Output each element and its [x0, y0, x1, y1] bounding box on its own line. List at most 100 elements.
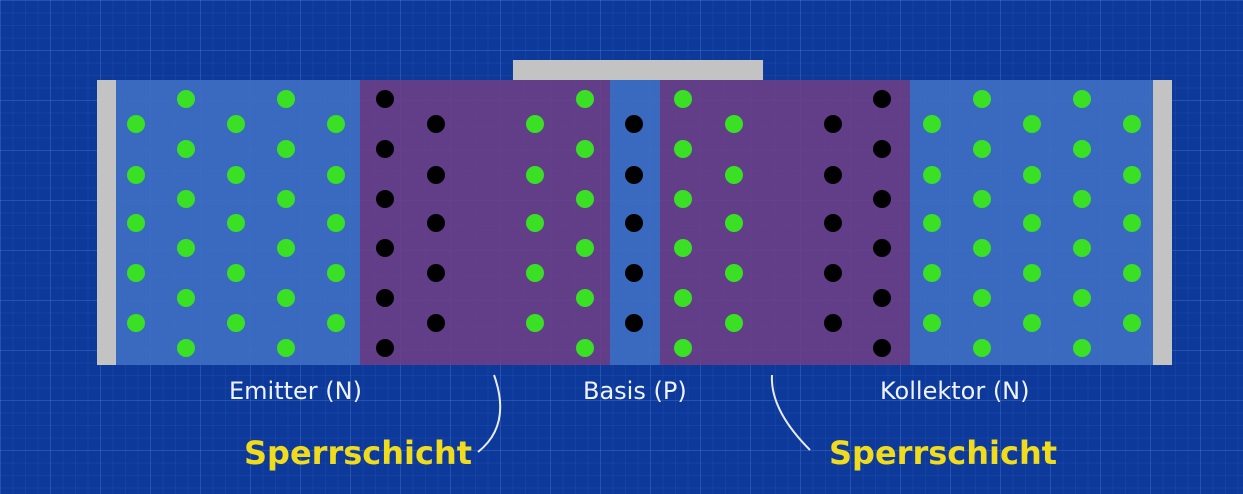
- hole-dot: [824, 115, 842, 133]
- electron-dot: [674, 339, 692, 357]
- kollektor-label: Kollektor (N): [880, 377, 1030, 405]
- hole-dot: [427, 314, 445, 332]
- hole-dot: [376, 140, 394, 158]
- electron-dot: [973, 90, 991, 108]
- hole-dot: [427, 264, 445, 282]
- electron-dot: [1073, 339, 1091, 357]
- electron-dot: [923, 264, 941, 282]
- electron-dot: [576, 90, 594, 108]
- electron-dot: [1123, 115, 1141, 133]
- electron-dot: [127, 314, 145, 332]
- hole-dot: [376, 289, 394, 307]
- electron-dot: [327, 314, 345, 332]
- electron-dot: [177, 190, 195, 208]
- hole-dot: [376, 339, 394, 357]
- emitter-contact: [97, 80, 116, 365]
- electron-dot: [127, 166, 145, 184]
- electron-dot: [576, 289, 594, 307]
- electron-dot: [1123, 314, 1141, 332]
- electron-dot: [327, 264, 345, 282]
- electron-dot: [674, 90, 692, 108]
- electron-dot: [1123, 264, 1141, 282]
- electron-dot: [277, 140, 295, 158]
- electron-dot: [973, 190, 991, 208]
- hole-dot: [873, 140, 891, 158]
- basis-contact: [513, 60, 763, 80]
- emitter-label: Emitter (N): [229, 377, 362, 405]
- electron-dot: [973, 339, 991, 357]
- electron-dot: [1023, 115, 1041, 133]
- electron-dot: [725, 166, 743, 184]
- electron-dot: [526, 264, 544, 282]
- electron-dot: [277, 239, 295, 257]
- sperrschicht-left-label: Sperrschicht: [244, 434, 473, 472]
- electron-dot: [1123, 166, 1141, 184]
- electron-dot: [127, 115, 145, 133]
- hole-dot: [873, 239, 891, 257]
- electron-dot: [973, 239, 991, 257]
- hole-dot: [873, 90, 891, 108]
- hole-dot: [427, 214, 445, 232]
- electron-dot: [674, 140, 692, 158]
- electron-dot: [576, 190, 594, 208]
- hole-dot: [625, 314, 643, 332]
- electron-dot: [1073, 289, 1091, 307]
- hole-dot: [427, 115, 445, 133]
- electron-dot: [177, 289, 195, 307]
- electron-dot: [1023, 166, 1041, 184]
- electron-dot: [277, 339, 295, 357]
- electron-dot: [923, 115, 941, 133]
- hole-dot: [873, 190, 891, 208]
- electron-dot: [725, 264, 743, 282]
- electron-dot: [1023, 214, 1041, 232]
- electron-dot: [725, 314, 743, 332]
- electron-dot: [923, 314, 941, 332]
- electron-dot: [327, 115, 345, 133]
- hole-dot: [824, 264, 842, 282]
- electron-dot: [973, 289, 991, 307]
- hole-dot: [376, 90, 394, 108]
- electron-dot: [526, 166, 544, 184]
- electron-dot: [277, 190, 295, 208]
- electron-dot: [923, 166, 941, 184]
- electron-dot: [674, 239, 692, 257]
- hole-dot: [625, 264, 643, 282]
- electron-dot: [227, 314, 245, 332]
- electron-dot: [973, 140, 991, 158]
- hole-dot: [427, 166, 445, 184]
- electron-dot: [526, 214, 544, 232]
- electron-dot: [177, 90, 195, 108]
- hole-dot: [824, 166, 842, 184]
- electron-dot: [327, 166, 345, 184]
- electron-dot: [674, 190, 692, 208]
- sperrschicht-right-label: Sperrschicht: [829, 434, 1058, 472]
- hole-dot: [824, 214, 842, 232]
- electron-dot: [177, 339, 195, 357]
- kollektor-contact: [1153, 80, 1172, 365]
- electron-dot: [177, 239, 195, 257]
- hole-dot: [824, 314, 842, 332]
- electron-dot: [227, 214, 245, 232]
- hole-dot: [873, 339, 891, 357]
- electron-dot: [1023, 314, 1041, 332]
- depletion-zone-left: [360, 80, 610, 365]
- hole-dot: [376, 190, 394, 208]
- electron-dot: [576, 339, 594, 357]
- electron-dot: [576, 140, 594, 158]
- electron-dot: [1073, 239, 1091, 257]
- electron-dot: [526, 115, 544, 133]
- electron-dot: [1073, 90, 1091, 108]
- electron-dot: [1123, 214, 1141, 232]
- electron-dot: [227, 264, 245, 282]
- hole-dot: [873, 289, 891, 307]
- electron-dot: [526, 314, 544, 332]
- electron-dot: [725, 115, 743, 133]
- electron-dot: [127, 264, 145, 282]
- electron-dot: [725, 214, 743, 232]
- electron-dot: [227, 115, 245, 133]
- electron-dot: [576, 239, 594, 257]
- electron-dot: [1023, 264, 1041, 282]
- electron-dot: [127, 214, 145, 232]
- sperrschicht-right-pointer: [770, 374, 811, 451]
